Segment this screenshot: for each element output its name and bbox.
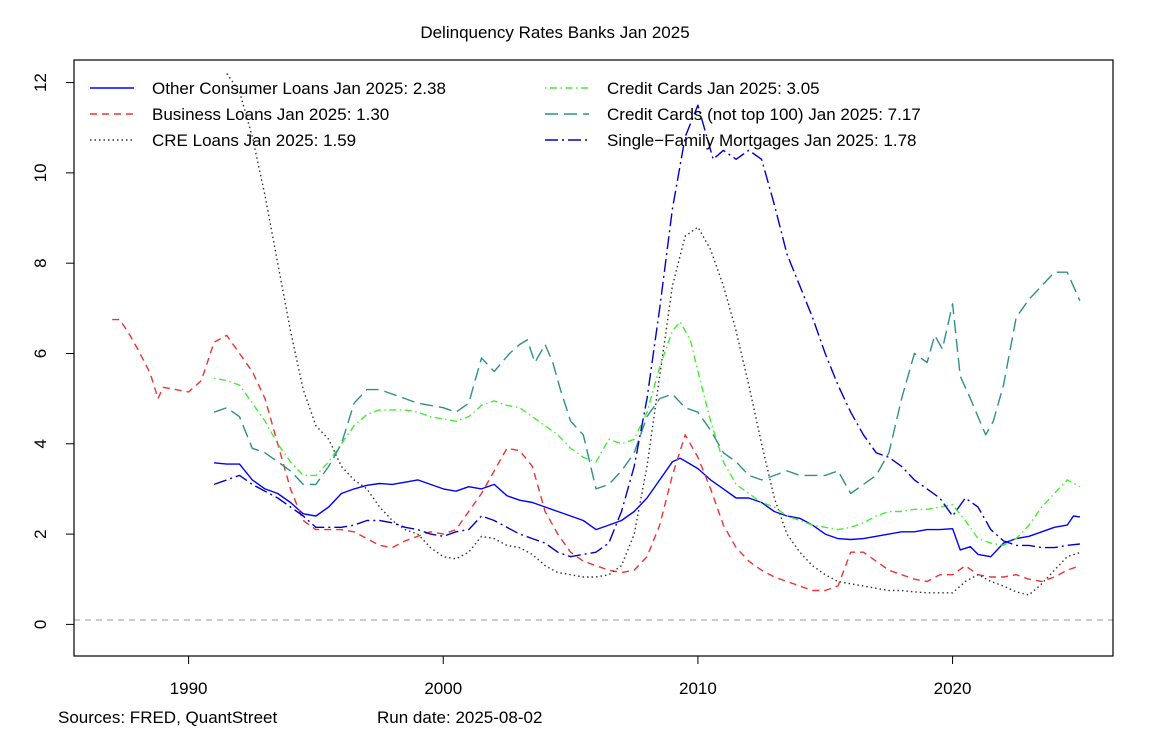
legend: Other Consumer Loans Jan 2025: 2.38 Busin…	[90, 79, 921, 150]
y-tick-label: 8	[31, 258, 50, 267]
x-axis: 1990 2000 2010 2020	[170, 655, 972, 698]
series-group	[112, 73, 1081, 596]
legend-label-2: Business Loans Jan 2025: 1.30	[152, 105, 389, 124]
x-tick-label: 2000	[424, 679, 462, 698]
chart-title: Delinquency Rates Banks Jan 2025	[420, 23, 689, 42]
y-tick-label: 10	[31, 163, 50, 182]
x-tick-label: 1990	[170, 679, 208, 698]
series-line-5	[213, 271, 1081, 495]
y-axis: 0 2 4 6 8 10 12	[31, 73, 75, 629]
legend-label-4: Credit Cards Jan 2025: 3.05	[607, 79, 820, 98]
y-tick-label: 4	[31, 439, 50, 448]
series-line-6	[213, 104, 1080, 558]
series-line-2	[112, 318, 1081, 592]
legend-label-6: Single−Family Mortgages Jan 2025: 1.78	[607, 131, 917, 150]
y-tick-label: 6	[31, 349, 50, 358]
y-tick-label: 12	[31, 73, 50, 92]
footer-sources: Sources: FRED, QuantStreet	[58, 708, 277, 727]
footer-run-date: Run date: 2025-08-02	[377, 708, 542, 727]
y-tick-label: 0	[31, 620, 50, 629]
y-tick-label: 2	[31, 529, 50, 538]
legend-label-5: Credit Cards (not top 100) Jan 2025: 7.1…	[607, 105, 921, 124]
x-tick-label: 2010	[679, 679, 717, 698]
series-line-1	[214, 457, 1080, 558]
legend-label-3: CRE Loans Jan 2025: 1.59	[152, 131, 356, 150]
x-tick-label: 2020	[934, 679, 972, 698]
legend-label-1: Other Consumer Loans Jan 2025: 2.38	[152, 79, 446, 98]
